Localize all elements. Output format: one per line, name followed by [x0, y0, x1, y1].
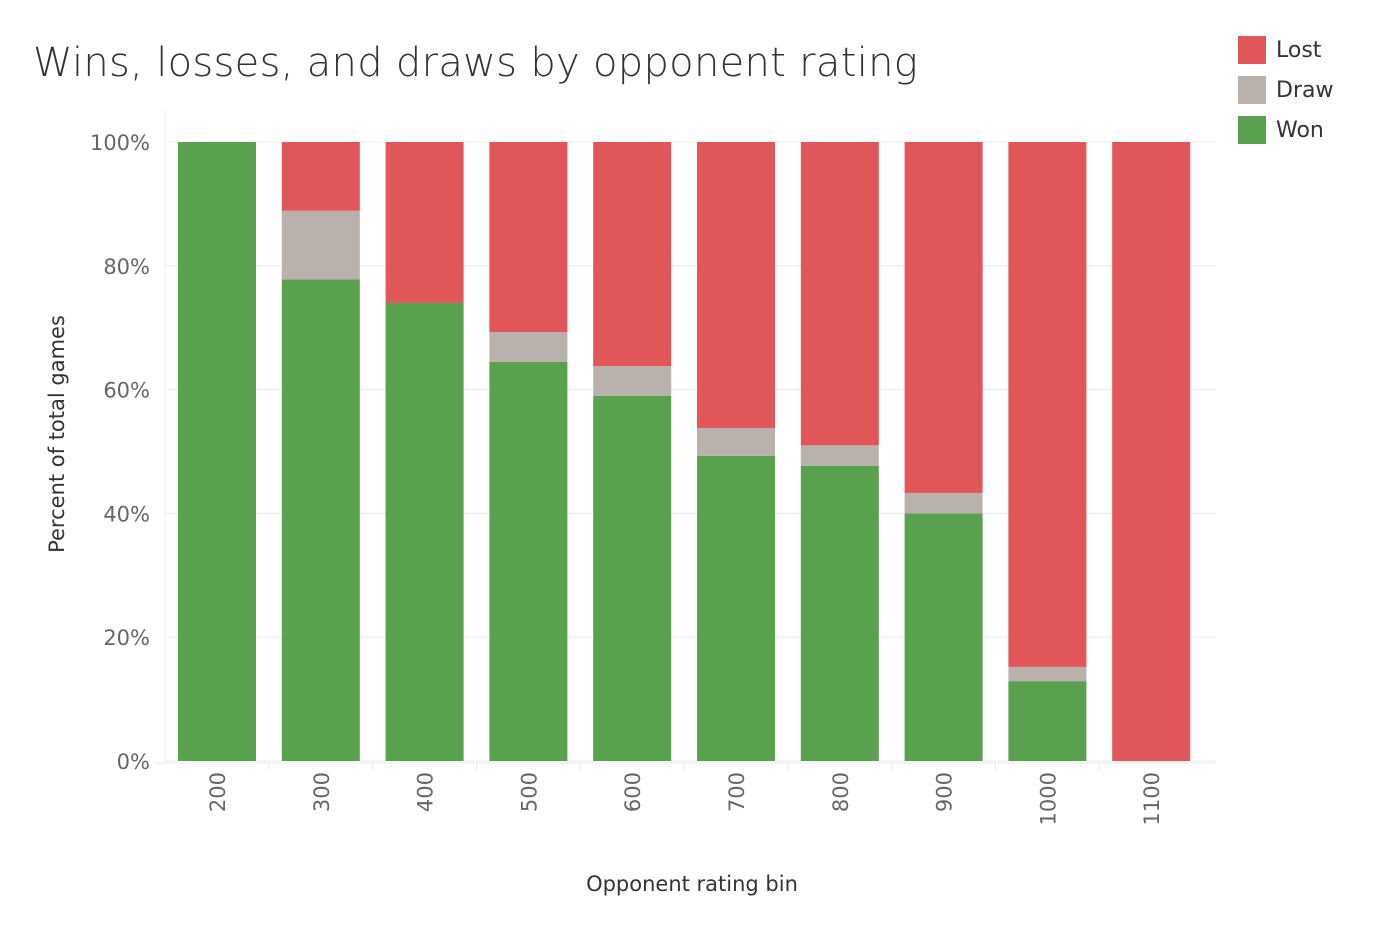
- bar-segment-won: [385, 302, 464, 761]
- bar-segment-lost: [1008, 142, 1087, 667]
- bar-segment-won: [1008, 681, 1087, 761]
- bar-segment-lost: [385, 142, 464, 303]
- bar-segment-draw: [697, 427, 775, 456]
- legend: Lost Draw Won: [1238, 30, 1333, 150]
- y-axis-title: Percent of total games: [45, 315, 69, 553]
- y-tick-label: 80%: [103, 255, 150, 279]
- x-tick-label: 600: [621, 772, 645, 812]
- chart-title: Wins, losses, and draws by opponent rati…: [33, 40, 919, 86]
- y-tick-label: 60%: [103, 379, 150, 403]
- legend-item-won: Won: [1238, 110, 1333, 150]
- x-tick-label: 1000: [1036, 772, 1060, 825]
- legend-swatch: [1238, 76, 1266, 104]
- y-tick-label: 40%: [103, 502, 150, 526]
- y-tick-label: 20%: [103, 626, 150, 650]
- x-tick-label: 1100: [1140, 772, 1164, 825]
- bar-segment-draw: [800, 445, 879, 466]
- bar-segment-won: [178, 142, 256, 761]
- legend-label: Lost: [1276, 37, 1322, 63]
- x-axis-title: Opponent rating bin: [586, 872, 798, 896]
- x-tick-label: 900: [933, 772, 957, 812]
- bar-segment-won: [489, 361, 568, 761]
- bar-segment-draw: [593, 366, 672, 396]
- bar-segment-draw: [281, 210, 360, 280]
- y-tick-label: 0%: [117, 750, 150, 774]
- x-tick-label: 300: [310, 772, 334, 812]
- bar-segment-lost: [800, 142, 879, 446]
- x-tick-label: 400: [414, 772, 438, 812]
- y-tick-label: 100%: [90, 131, 150, 155]
- x-tick-label: 800: [829, 772, 853, 812]
- legend-label: Won: [1276, 117, 1324, 143]
- x-tick-label: 500: [517, 772, 541, 812]
- bar-segment-won: [904, 513, 983, 761]
- legend-item-draw: Draw: [1238, 70, 1333, 110]
- bar-segment-lost: [1112, 142, 1191, 761]
- bar-segment-won: [593, 395, 672, 761]
- bar-segment-lost: [593, 142, 672, 367]
- bar-segment-won: [281, 279, 360, 761]
- bar-segment-draw: [1008, 666, 1087, 682]
- bar-segment-lost: [281, 142, 360, 211]
- bar-segment-lost: [489, 142, 568, 333]
- legend-swatch: [1238, 36, 1266, 64]
- legend-item-lost: Lost: [1238, 30, 1333, 70]
- bar-segment-draw: [904, 492, 983, 514]
- bar-segment-won: [697, 455, 775, 761]
- legend-label: Draw: [1276, 77, 1334, 103]
- x-tick-label: 200: [206, 772, 230, 812]
- bar-segment-draw: [489, 332, 568, 362]
- x-tick-label: 700: [725, 772, 749, 812]
- bar-segment-won: [800, 465, 879, 761]
- bar-segment-lost: [904, 142, 983, 493]
- bar-segment-lost: [697, 142, 775, 428]
- legend-swatch: [1238, 116, 1266, 144]
